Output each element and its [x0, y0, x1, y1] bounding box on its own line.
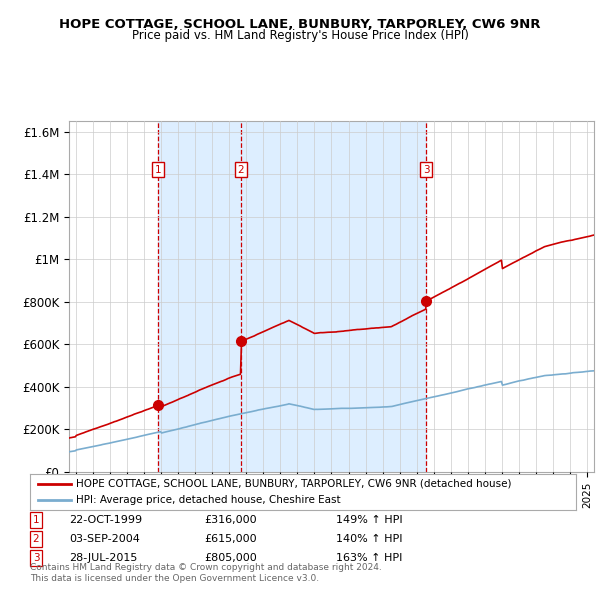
Text: 1: 1: [32, 516, 40, 525]
Text: 3: 3: [32, 553, 40, 563]
Text: 3: 3: [423, 165, 430, 175]
Text: 2: 2: [32, 535, 40, 544]
Text: This data is licensed under the Open Government Licence v3.0.: This data is licensed under the Open Gov…: [30, 574, 319, 583]
Bar: [241, 121, 426, 472]
Text: £316,000: £316,000: [204, 516, 257, 525]
Text: HOPE COTTAGE, SCHOOL LANE, BUNBURY, TARPORLEY, CW6 9NR (detached house): HOPE COTTAGE, SCHOOL LANE, BUNBURY, TARP…: [76, 478, 512, 489]
Bar: [158, 121, 241, 472]
Text: 03-SEP-2004: 03-SEP-2004: [69, 535, 140, 544]
Text: Price paid vs. HM Land Registry's House Price Index (HPI): Price paid vs. HM Land Registry's House …: [131, 30, 469, 42]
Text: 28-JUL-2015: 28-JUL-2015: [69, 553, 137, 563]
Text: 1: 1: [154, 165, 161, 175]
Text: HOPE COTTAGE, SCHOOL LANE, BUNBURY, TARPORLEY, CW6 9NR: HOPE COTTAGE, SCHOOL LANE, BUNBURY, TARP…: [59, 18, 541, 31]
Text: 163% ↑ HPI: 163% ↑ HPI: [336, 553, 403, 563]
Text: Contains HM Land Registry data © Crown copyright and database right 2024.: Contains HM Land Registry data © Crown c…: [30, 563, 382, 572]
Text: 2: 2: [238, 165, 244, 175]
Text: HPI: Average price, detached house, Cheshire East: HPI: Average price, detached house, Ches…: [76, 496, 341, 506]
Text: 140% ↑ HPI: 140% ↑ HPI: [336, 535, 403, 544]
Text: £805,000: £805,000: [204, 553, 257, 563]
Text: £615,000: £615,000: [204, 535, 257, 544]
Text: 149% ↑ HPI: 149% ↑ HPI: [336, 516, 403, 525]
Text: 22-OCT-1999: 22-OCT-1999: [69, 516, 142, 525]
